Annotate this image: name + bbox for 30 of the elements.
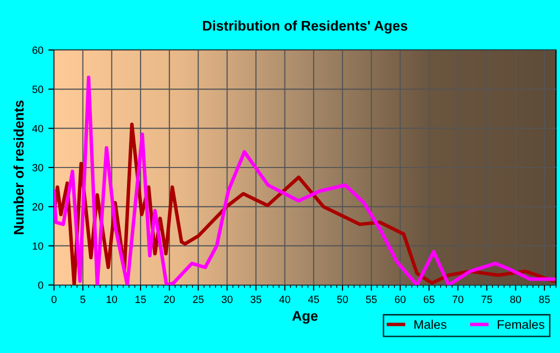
legend-label: Males	[414, 320, 446, 329]
x-tick-label: 20	[164, 296, 175, 304]
x-tick-label: 25	[192, 296, 204, 304]
x-tick-label: 30	[222, 296, 232, 304]
y-tick-label: 10	[32, 242, 44, 250]
x-tick-label: 15	[136, 296, 146, 304]
x-tick-label: 70	[452, 296, 464, 304]
x-tick-label: 0	[52, 296, 56, 304]
x-tick-label: 60	[394, 296, 406, 304]
x-tick-label: 35	[250, 296, 262, 304]
chart-title: Distribution of Residents' Ages	[203, 20, 408, 34]
x-tick-label: 80	[510, 296, 521, 304]
y-tick-label: 30	[32, 164, 44, 172]
x-tick-label: 50	[337, 296, 348, 304]
y-tick-label: 20	[32, 203, 44, 211]
x-tick-label: 40	[279, 296, 290, 304]
y-axis-title: Number of residents	[13, 100, 24, 234]
x-tick-label: 10	[106, 296, 118, 304]
legend-label: Females	[498, 320, 544, 329]
x-tick-label: 85	[539, 296, 550, 304]
x-tick-label: 75	[482, 296, 492, 304]
y-tick-label: 40	[32, 124, 44, 132]
x-tick-label: 45	[308, 296, 320, 304]
y-tick-label: 0	[38, 282, 44, 289]
y-tick-label: 60	[32, 46, 44, 54]
x-tick-label: 65	[424, 296, 434, 304]
x-axis-title: Age	[292, 311, 318, 324]
x-tick-label: 5	[80, 296, 86, 304]
x-tick-label: 55	[366, 296, 377, 304]
y-tick-label: 50	[32, 86, 44, 94]
